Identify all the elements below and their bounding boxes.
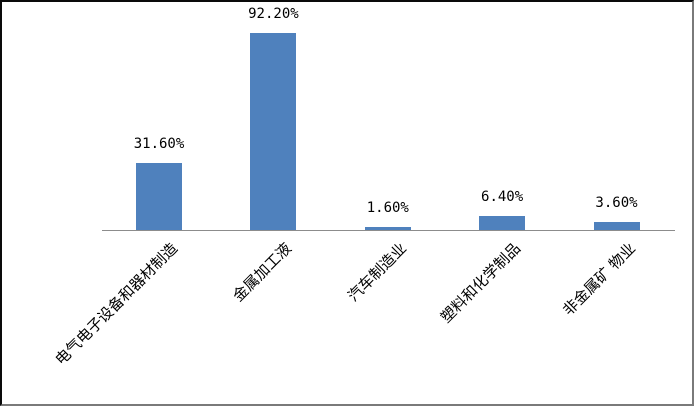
bar-value-label: 92.20% [248, 5, 299, 22]
bar-3 [364, 227, 411, 230]
category-label: 非金属矿 物业 [558, 239, 639, 320]
category-label: 汽车制造业 [344, 239, 410, 306]
bar-5 [593, 222, 640, 230]
bar-4 [479, 216, 526, 230]
category-label: 电气电子设备和器材制造 [51, 239, 182, 369]
bar-value-label: 31.60% [133, 135, 185, 152]
category-label: 金属加工液 [229, 239, 296, 306]
category-label: 塑料和化学制品 [437, 239, 525, 327]
x-axis-line [102, 230, 675, 231]
bar-2 [250, 33, 297, 230]
bar-value-label: 1.60% [366, 199, 409, 216]
bar-value-label: 3.60% [595, 194, 638, 211]
bar-1 [136, 163, 182, 230]
bar-value-label: 6.40% [481, 188, 524, 205]
